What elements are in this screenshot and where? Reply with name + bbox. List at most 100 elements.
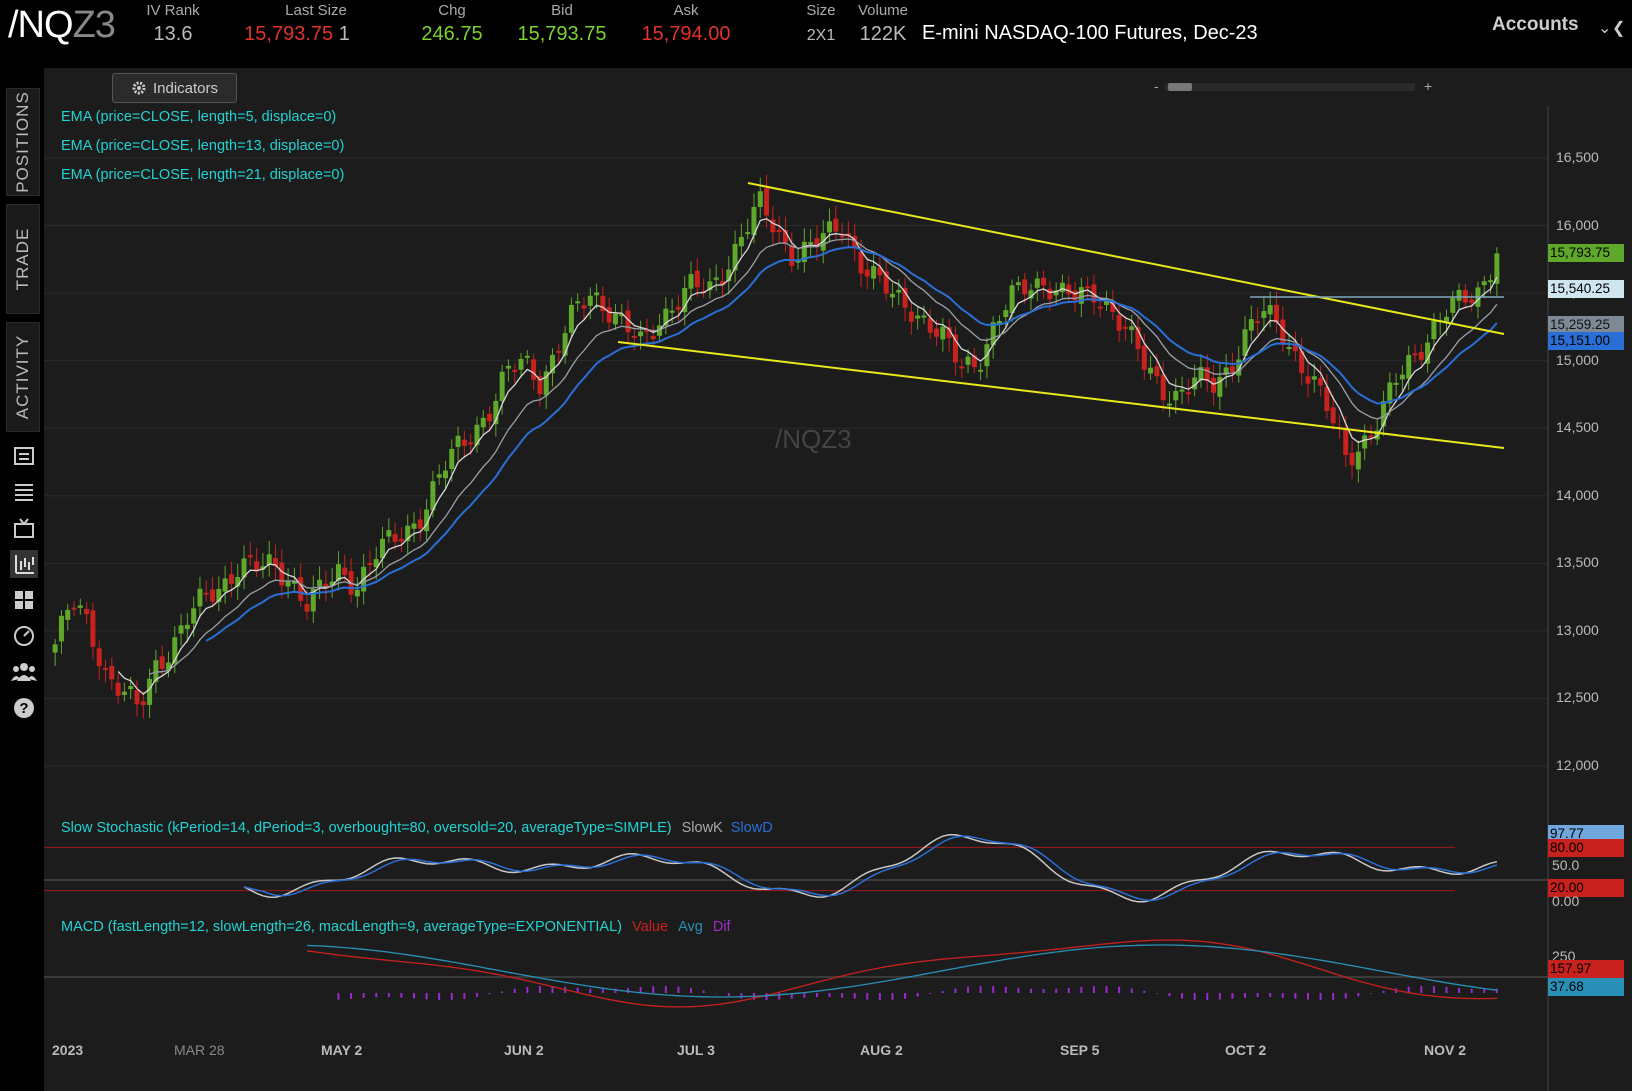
candle-up (436, 474, 442, 478)
candle-up (310, 588, 316, 612)
chart-area[interactable] (44, 68, 1632, 1091)
x-tick-label: MAR 28 (174, 1042, 225, 1058)
candle-down (644, 329, 650, 333)
ema21-price-tag: 15,151.00 (1548, 332, 1624, 350)
candle-up (638, 331, 644, 337)
ema13-label[interactable]: EMA (price=CLOSE, length=13, displace=0) (61, 138, 345, 154)
candle-up (996, 321, 1002, 325)
candle-down (537, 376, 543, 395)
tab-activity[interactable]: ACTIVITY (6, 322, 40, 432)
candle-down (1085, 286, 1091, 289)
candle-down (367, 562, 373, 565)
macd-label[interactable]: MACD (fastLength=12, slowLength=26, macd… (61, 919, 731, 935)
dashboard-icon[interactable] (10, 622, 38, 650)
candle-up (562, 333, 568, 356)
candle-down (1022, 279, 1028, 295)
candle-down (719, 281, 725, 285)
help-icon[interactable]: ? (10, 694, 38, 722)
candle-up (455, 435, 461, 448)
candle-up (121, 691, 127, 696)
candle-up (871, 266, 877, 279)
y-tick-label: 12,500 (1556, 689, 1599, 706)
candle-up (1173, 390, 1179, 401)
collapse-icon[interactable]: ❮ (1612, 20, 1626, 37)
candle-up (827, 221, 833, 233)
watchlist-icon[interactable] (10, 442, 38, 470)
candle-up (329, 581, 335, 586)
list-icon[interactable] (10, 478, 38, 506)
candle-down (392, 534, 398, 542)
stochastic-label[interactable]: Slow Stochastic (kPeriod=14, dPeriod=3, … (61, 820, 773, 836)
candle-up (197, 588, 203, 607)
candle-down (1041, 277, 1047, 286)
bid[interactable]: Bid 15,793.75 (517, 2, 607, 45)
ema5-label[interactable]: EMA (price=CLOSE, length=5, displace=0) (61, 109, 337, 125)
candle-down (600, 295, 606, 312)
scrollbar-track[interactable] (1165, 83, 1415, 91)
candle-up (505, 365, 511, 369)
candle-down (1204, 367, 1210, 382)
candle-up (1179, 389, 1185, 392)
chevron-down-icon[interactable]: ⌄ (1598, 20, 1612, 37)
candle-down (1097, 306, 1103, 309)
candle-down (789, 246, 795, 266)
chart-icon[interactable] (10, 550, 38, 578)
ema13-price-tag: 15,259.25 (1548, 316, 1624, 334)
candle-up (1003, 310, 1009, 318)
price-chart[interactable] (44, 68, 1632, 1091)
candle-down (631, 335, 637, 338)
candle-down (814, 238, 820, 248)
indicators-button[interactable]: Indicators (112, 73, 237, 103)
ema21-label[interactable]: EMA (price=CLOSE, length=21, displace=0) (61, 167, 345, 183)
iv-rank: IV Rank 13.6 (146, 2, 200, 45)
candle-down (556, 350, 562, 353)
candle-down (159, 656, 165, 669)
symbol-title[interactable]: /NQZ3 (8, 4, 116, 46)
tv-icon[interactable] (10, 514, 38, 542)
candle-up (726, 269, 732, 282)
candle-down (581, 305, 587, 309)
candle-down (1160, 374, 1166, 401)
candle-up (713, 277, 719, 280)
ema13-line (149, 238, 1498, 675)
candle-down (770, 219, 776, 233)
candle-up (1104, 300, 1110, 305)
candle-down (1368, 435, 1374, 438)
tab-positions[interactable]: POSITIONS (6, 88, 40, 196)
candle-down (1116, 315, 1122, 331)
y-tick-label: 13,500 (1556, 554, 1599, 571)
scrollbar-thumb[interactable] (1168, 83, 1192, 91)
zoom-in-button[interactable]: + (1424, 78, 1433, 94)
candle-up (732, 243, 738, 271)
candle-down (298, 577, 304, 601)
candle-down (1185, 392, 1191, 395)
candle-up (978, 369, 984, 372)
x-tick-label: JUN 2 (504, 1042, 544, 1058)
candle-up (1009, 285, 1015, 314)
price-axis (1548, 106, 1632, 1091)
candle-up (550, 354, 556, 374)
candle-up (1236, 359, 1242, 376)
candle-up (172, 637, 178, 664)
candle-up (524, 355, 530, 358)
ema5-line (117, 218, 1498, 695)
candle-down (487, 413, 493, 422)
accounts-menu[interactable]: Accounts (1492, 14, 1579, 35)
x-tick-label: NOV 2 (1424, 1042, 1467, 1058)
candle-down (398, 538, 404, 542)
candle-down (650, 336, 656, 339)
tab-trade[interactable]: TRADE (6, 204, 40, 314)
candle-down (461, 439, 467, 446)
candle-up (1450, 297, 1456, 313)
candle-up (430, 481, 436, 511)
candle-down (927, 318, 933, 333)
candle-up (1425, 342, 1431, 364)
x-tick-label: 2023 (52, 1042, 84, 1058)
zoom-out-button[interactable]: - (1154, 78, 1159, 94)
candle-up (1481, 281, 1487, 286)
ask[interactable]: Ask 15,794.00 (641, 2, 731, 45)
community-icon[interactable] (10, 658, 38, 686)
candle-up (1267, 305, 1273, 315)
grid-icon[interactable] (10, 586, 38, 614)
candle-up (594, 292, 600, 296)
